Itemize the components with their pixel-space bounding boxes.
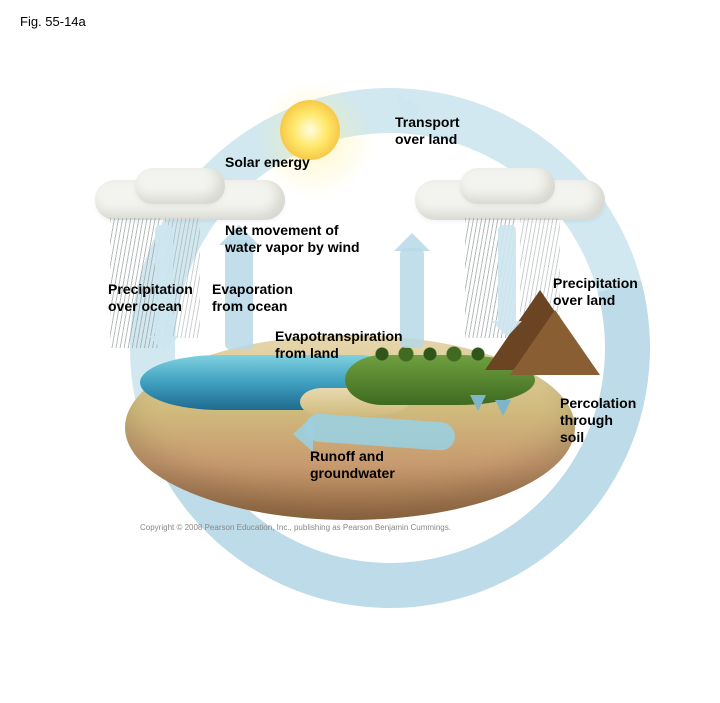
runoff-arrow-head — [293, 416, 313, 452]
sun-icon — [280, 100, 340, 160]
mountain-front — [510, 310, 600, 375]
label-evaporation-ocean: Evaporation from ocean — [212, 281, 293, 315]
precip-ocean-arrow-head — [149, 336, 179, 352]
label-precipitation-land: Precipitation over land — [553, 275, 638, 309]
label-solar-energy: Solar energy — [225, 154, 310, 171]
evapotranspiration-arrow-head — [394, 233, 430, 251]
percolation-arrow-1 — [470, 395, 486, 411]
copyright-text: Copyright © 2008 Pearson Education, Inc.… — [140, 523, 451, 532]
evapotranspiration-arrow — [400, 248, 424, 348]
label-runoff-groundwater: Runoff and groundwater — [310, 448, 395, 482]
precip-land-arrow — [498, 225, 516, 325]
precip-land-arrow-head — [492, 321, 522, 337]
figure-label: Fig. 55-14a — [20, 14, 86, 29]
label-percolation: Percolation through soil — [560, 395, 636, 445]
cloud-left-2 — [135, 168, 225, 204]
cloud-right-2 — [460, 168, 555, 204]
label-precipitation-ocean: Precipitation over ocean — [108, 281, 193, 315]
label-transport-over-land: Transport over land — [395, 114, 460, 148]
label-net-movement: Net movement of water vapor by wind — [225, 222, 360, 256]
percolation-arrow-2 — [495, 400, 511, 416]
label-evapotranspiration: Evapotranspiration from land — [275, 328, 403, 362]
